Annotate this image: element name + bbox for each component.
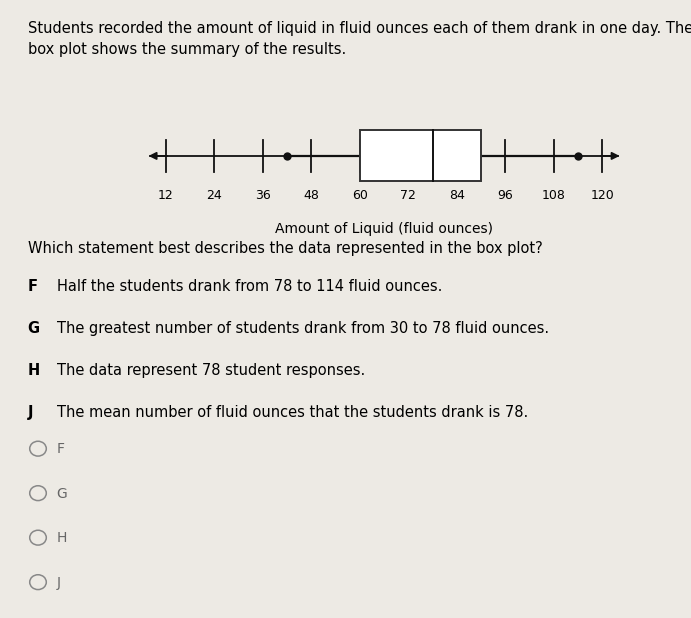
Text: The mean number of fluid ounces that the students drank is 78.: The mean number of fluid ounces that the… (57, 405, 528, 420)
Text: Students recorded the amount of liquid in fluid ounces each of them drank in one: Students recorded the amount of liquid i… (28, 21, 691, 36)
Text: G: G (57, 487, 68, 501)
Text: F: F (57, 442, 65, 457)
Text: The data represent 78 student responses.: The data represent 78 student responses. (57, 363, 365, 378)
Text: 24: 24 (207, 188, 223, 201)
Text: Amount of Liquid (fluid ounces): Amount of Liquid (fluid ounces) (275, 222, 493, 236)
Text: F: F (28, 279, 37, 294)
Text: 72: 72 (400, 188, 416, 201)
Text: box plot shows the summary of the results.: box plot shows the summary of the result… (28, 42, 346, 57)
Text: 120: 120 (590, 188, 614, 201)
Bar (360, 130, 481, 182)
Text: 108: 108 (542, 188, 566, 201)
Text: The greatest number of students drank from 30 to 78 fluid ounces.: The greatest number of students drank fr… (57, 321, 549, 336)
Text: G: G (28, 321, 40, 336)
Text: Half the students drank from 78 to 114 fluid ounces.: Half the students drank from 78 to 114 f… (57, 279, 442, 294)
Text: H: H (57, 531, 67, 546)
Text: 36: 36 (255, 188, 271, 201)
Text: 84: 84 (449, 188, 465, 201)
Text: H: H (28, 363, 40, 378)
Text: J: J (28, 405, 33, 420)
Text: 12: 12 (158, 188, 174, 201)
Text: J: J (57, 576, 61, 590)
Text: 96: 96 (498, 188, 513, 201)
Text: Which statement best describes the data represented in the box plot?: Which statement best describes the data … (28, 241, 542, 256)
Text: 60: 60 (352, 188, 368, 201)
Text: 48: 48 (303, 188, 319, 201)
